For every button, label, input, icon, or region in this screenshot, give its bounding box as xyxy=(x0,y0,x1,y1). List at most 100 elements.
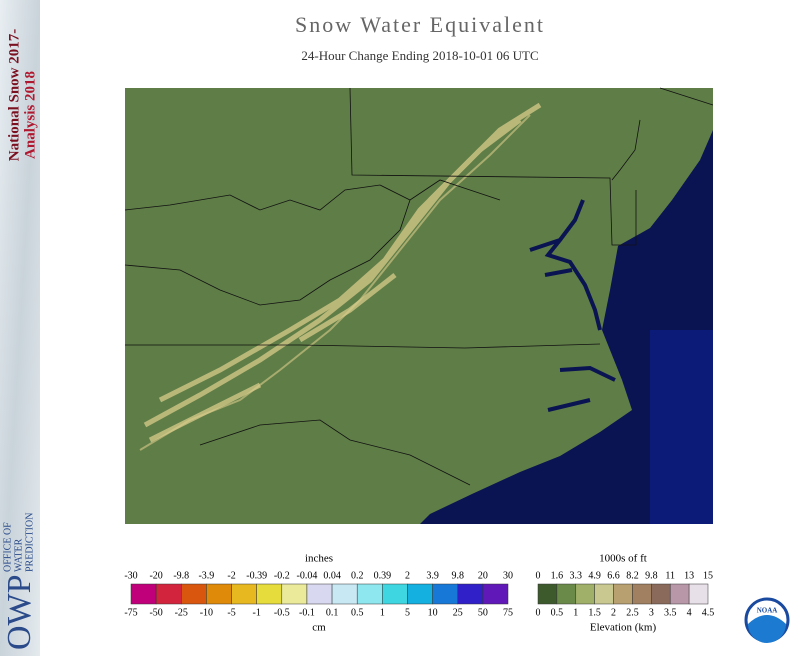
legend-label: 30 xyxy=(503,570,513,581)
legend-label: -5 xyxy=(227,607,235,618)
legend-label: -9.8 xyxy=(173,570,189,581)
color-swatch xyxy=(669,583,690,605)
color-swatch xyxy=(256,583,283,605)
legend-unit: 1000s of ft xyxy=(599,553,647,565)
legend-label: 0.5 xyxy=(351,607,364,618)
owp-logo: OWP xyxy=(1,574,38,650)
org-line: PREDICTION xyxy=(24,513,35,572)
sidebar-title: National Snow 2017- xyxy=(6,29,22,162)
legend-label: -3.9 xyxy=(198,570,214,581)
legend-label: -0.1 xyxy=(299,607,315,618)
legend-label: 2 xyxy=(405,570,410,581)
legend-label: 4 xyxy=(687,607,692,618)
legend-label: 4.9 xyxy=(588,570,601,581)
legend-unit: cm xyxy=(312,622,326,634)
legend-label: -0.39 xyxy=(246,570,267,581)
color-swatch xyxy=(457,583,484,605)
legend-label: 0.39 xyxy=(374,570,392,581)
legend-label: 8.2 xyxy=(626,570,639,581)
legend-label: -1 xyxy=(252,607,260,618)
org-line: WATER xyxy=(13,538,24,572)
logo-wave xyxy=(748,615,786,643)
color-swatch xyxy=(594,583,614,605)
title: Snow Water Equivalent xyxy=(295,12,545,37)
color-swatch xyxy=(432,583,458,605)
legend-label: 1 xyxy=(380,607,385,618)
legend-label: 3.9 xyxy=(426,570,439,581)
legend-label: 75 xyxy=(503,607,513,618)
color-swatch xyxy=(331,583,358,605)
color-swatch xyxy=(206,583,232,605)
legend-label: 13 xyxy=(684,570,694,581)
legend-label: -50 xyxy=(149,607,162,618)
color-swatch xyxy=(537,583,558,605)
legend-label: -0.2 xyxy=(274,570,290,581)
legend-label: 50 xyxy=(478,607,488,618)
color-swatch xyxy=(382,583,408,605)
color-swatch xyxy=(575,583,595,605)
legend-label: 4.5 xyxy=(702,607,715,618)
color-swatch xyxy=(130,583,157,605)
color-swatch xyxy=(356,583,383,605)
color-swatch xyxy=(281,583,308,605)
elevation-legend: 1000s of ft Elevation (km) 0 1.6 3.3 4.9 6.6… xyxy=(536,553,715,634)
sidebar xyxy=(0,0,40,656)
legend-label: 9.8 xyxy=(645,570,658,581)
legend-label: 9.8 xyxy=(451,570,464,581)
legend-label: -0.5 xyxy=(274,607,290,618)
sidebar-subtitle: Analysis 2018 xyxy=(22,71,38,159)
legend-label: 20 xyxy=(478,570,488,581)
legend-label: -30 xyxy=(124,570,137,581)
legend-label: 2 xyxy=(611,607,616,618)
legend-unit: Elevation (km) xyxy=(590,622,657,634)
logo-label: NOAA xyxy=(757,607,778,615)
legend-label: 11 xyxy=(665,570,675,581)
subtitle: 24-Hour Change Ending 2018-10-01 06 UTC xyxy=(301,48,538,63)
ocean-block xyxy=(650,330,713,524)
legend-label: 2.5 xyxy=(626,607,639,618)
color-swatch xyxy=(632,583,652,605)
color-swatch xyxy=(181,583,207,605)
ocean xyxy=(420,130,713,524)
color-swatch xyxy=(688,583,709,605)
sidebar-title-line: Analysis 2018 xyxy=(22,71,38,159)
legend-label: 3.5 xyxy=(664,607,677,618)
legend-label: 0 xyxy=(536,570,541,581)
legend-label: 3 xyxy=(649,607,654,618)
color-swatch xyxy=(306,583,333,605)
legend-label: 0.1 xyxy=(326,607,339,618)
legend-label: 1 xyxy=(573,607,578,618)
legend-label: 0.04 xyxy=(323,570,341,581)
legend-label: 6.6 xyxy=(607,570,620,581)
legend-label: 25 xyxy=(453,607,463,618)
color-swatch xyxy=(651,583,671,605)
color-swatch xyxy=(407,583,433,605)
legend-label: -20 xyxy=(149,570,162,581)
borders xyxy=(124,87,714,486)
org-line: OFFICE OF xyxy=(2,522,13,572)
legend-label: 0.5 xyxy=(551,607,564,618)
legend-label: -25 xyxy=(175,607,188,618)
color-swatch xyxy=(613,583,633,605)
noaa-logo: NOAA xyxy=(744,597,790,643)
legend-label: 1.6 xyxy=(551,570,564,581)
color-swatch xyxy=(155,583,182,605)
legend-label: 0 xyxy=(536,607,541,618)
color-swatch xyxy=(556,583,577,605)
legend-label: 0.2 xyxy=(351,570,364,581)
legend-label: 15 xyxy=(703,570,713,581)
legend-unit: inches xyxy=(305,553,333,565)
legend-label: 5 xyxy=(405,607,410,618)
org-name: OFFICE OF WATER PREDICTION xyxy=(2,513,35,572)
sidebar-title-line: National Snow 2017- xyxy=(6,29,22,162)
color-swatch xyxy=(482,583,509,605)
color-swatch xyxy=(231,583,257,605)
legend-label: 10 xyxy=(428,607,438,618)
bays xyxy=(529,199,616,412)
legend-label: -2 xyxy=(227,570,235,581)
map xyxy=(124,87,714,524)
legend-label: -0.04 xyxy=(297,570,318,581)
logo-text: OWP xyxy=(1,574,38,650)
legend-label: -10 xyxy=(200,607,213,618)
